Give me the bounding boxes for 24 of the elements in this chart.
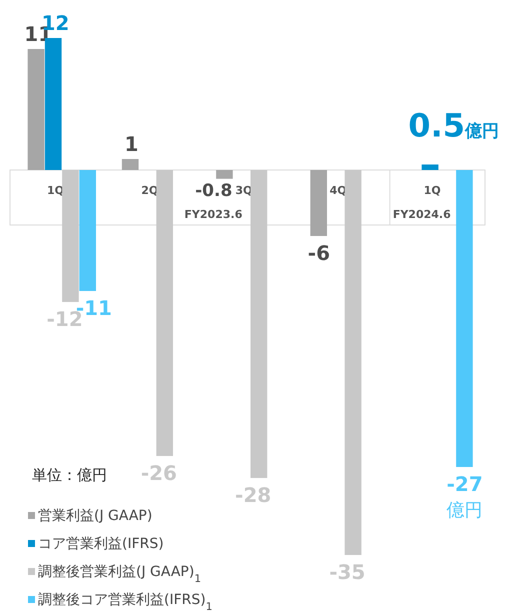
bar — [310, 170, 327, 236]
legend-label: 調整後営業利益(J GAAP)$_{1}$ — [38, 564, 202, 585]
data-label: 0.5億円 — [408, 106, 499, 144]
bar — [456, 170, 473, 467]
annotation: 単位：億円 — [32, 466, 107, 484]
bar — [250, 170, 268, 478]
bar — [344, 170, 362, 555]
bar — [79, 170, 96, 291]
x-tick-label: 1Q — [424, 184, 441, 197]
legend-label: 営業利益(J GAAP) — [38, 508, 152, 524]
bar — [28, 49, 44, 170]
legend-label: 調整後コア営業利益(IFRS)$_{1}$ — [38, 592, 212, 613]
bar — [62, 170, 79, 302]
annotation: FY2023.6 — [184, 208, 243, 221]
annotation: FY2024.6 — [392, 208, 452, 221]
bar — [156, 170, 173, 456]
bar — [122, 159, 139, 170]
data-label: -27億円 — [446, 472, 483, 521]
bar — [216, 170, 233, 179]
bar — [422, 164, 438, 170]
data-label: -6 — [308, 241, 330, 265]
legend-label: コア営業利益(IFRS) — [38, 536, 164, 552]
data-label: 1 — [124, 132, 138, 156]
data-label: -0.8 — [195, 180, 232, 201]
